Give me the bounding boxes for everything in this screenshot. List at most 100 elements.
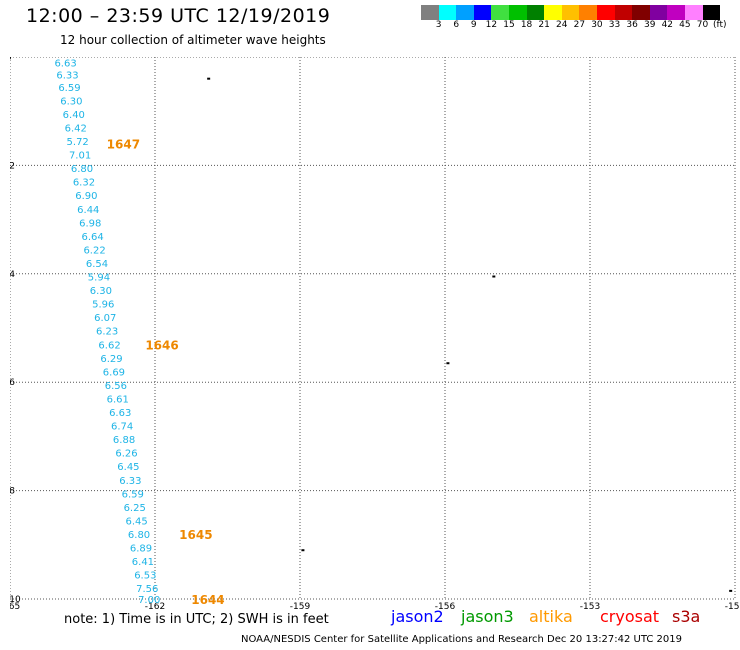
color-scale-label: 18	[520, 20, 533, 30]
color-swatch	[667, 5, 685, 20]
swh-value: 6.59	[122, 489, 144, 500]
swh-value: 6.42	[65, 123, 87, 134]
x-tick-label: -156	[435, 602, 456, 609]
color-scale-label: 9	[470, 20, 477, 30]
y-tick-label: -2	[10, 161, 15, 171]
swh-value: 6.59	[58, 83, 80, 94]
swh-value: 6.88	[113, 435, 135, 446]
x-tick-label: -159	[290, 602, 311, 609]
swh-value: 7.01	[69, 151, 91, 162]
swh-value: 6.45	[126, 516, 148, 527]
swh-value: 6.30	[90, 286, 112, 297]
swh-value: 7.56	[136, 584, 158, 595]
color-scale-label: 42	[661, 20, 674, 30]
swh-value: 5.72	[67, 137, 89, 148]
color-swatch	[579, 5, 597, 20]
swh-value: 6.32	[73, 178, 95, 189]
time-label: 1645	[179, 528, 212, 542]
swh-value: 6.26	[115, 449, 137, 460]
time-label: 1644	[191, 593, 224, 607]
color-swatch	[684, 5, 703, 20]
color-scale-bar	[421, 5, 721, 20]
swh-value: 6.45	[117, 462, 139, 473]
swh-value: 5.96	[92, 300, 114, 311]
island-marker	[301, 549, 305, 552]
color-scale-label: 3	[435, 20, 442, 30]
chart-subtitle: 12 hour collection of altimeter wave hei…	[60, 33, 326, 47]
swh-value: 6.80	[71, 164, 93, 175]
color-swatch	[421, 5, 439, 20]
credit-footer: NOAA/NESDIS Center for Satellite Applica…	[241, 634, 683, 645]
color-scale-label: 6	[453, 20, 460, 30]
y-tick-label: -6	[10, 378, 15, 388]
swh-value: 6.69	[103, 367, 125, 378]
x-tick-label: -150	[725, 602, 740, 609]
satellite-legend-cryosat: cryosat	[600, 607, 660, 626]
swh-value: 6.56	[105, 381, 127, 392]
color-scale-label: 36	[626, 20, 638, 30]
color-swatch	[456, 5, 474, 20]
time-label: 1646	[145, 338, 178, 352]
swh-value: 6.30	[60, 96, 82, 107]
swh-value: 6.63	[54, 58, 76, 69]
swh-value: 6.25	[124, 503, 146, 514]
swh-value: 6.33	[119, 476, 141, 487]
swh-value: 6.33	[56, 70, 78, 81]
x-tick-label: -153	[580, 602, 600, 609]
color-swatch	[526, 5, 545, 20]
color-scale-label: 45	[679, 20, 691, 30]
color-swatch	[632, 5, 650, 20]
island-marker	[207, 77, 211, 80]
y-tick-label: -4	[10, 270, 15, 280]
swh-value: 6.22	[83, 245, 105, 256]
color-scale-labels: 3 6 9 12 15 18 21 24 27 30 33 36 39 42 45 70	[421, 20, 711, 30]
chart-title: 12:00 – 23:59 UTC 12/19/2019	[26, 5, 331, 27]
swh-value: 7.00	[138, 595, 160, 606]
swh-value: 6.80	[128, 530, 150, 541]
y-tick-label: 0	[10, 57, 12, 63]
color-scale-label: 70	[696, 20, 709, 30]
swh-value: 6.61	[107, 394, 129, 405]
color-swatch	[473, 5, 492, 20]
swh-value: 6.74	[111, 422, 133, 433]
swh-value: 6.64	[82, 232, 104, 243]
swh-value: 6.63	[109, 408, 131, 419]
x-tick-label: -165	[10, 602, 20, 609]
color-scale-label: 21	[538, 20, 550, 30]
swh-value: 6.53	[134, 571, 156, 582]
swh-value: 6.90	[75, 191, 97, 202]
color-scale-label: 33	[608, 20, 621, 30]
wave-height-map: -165 -162 -159 -156 -153 -150 0 -2 -4 -6 -8 -10 6.63…	[10, 57, 740, 609]
y-tick-label: -10	[10, 595, 21, 605]
y-tick-label: -8	[10, 487, 15, 497]
satellite-legend-jason2: jason2	[391, 607, 444, 626]
color-scale-label: 24	[556, 20, 568, 30]
swh-value: 6.89	[130, 544, 152, 555]
x-tick-label: -162	[145, 602, 165, 609]
color-scale-label: 27	[573, 20, 586, 30]
color-swatch	[561, 5, 580, 20]
color-swatch	[508, 5, 527, 20]
island-marker	[446, 362, 450, 365]
time-label: 1647	[107, 138, 140, 152]
satellite-legend-s3a: s3a	[672, 607, 701, 626]
color-swatch	[491, 5, 509, 20]
units-note: note: 1) Time is in UTC; 2) SWH is in fe…	[64, 612, 329, 627]
color-swatch	[614, 5, 633, 20]
swh-value: 6.41	[132, 557, 154, 568]
island-marker	[492, 275, 496, 278]
color-scale-label: 30	[591, 20, 603, 30]
swh-value: 6.23	[96, 327, 118, 338]
color-swatch	[438, 5, 457, 20]
swh-value: 6.54	[86, 259, 108, 270]
color-swatch	[702, 5, 721, 20]
color-swatch	[649, 5, 668, 20]
swh-value: 5.94	[88, 273, 110, 284]
swh-value: 6.98	[79, 218, 101, 229]
color-scale-label: 39	[643, 20, 656, 30]
color-swatch	[596, 5, 615, 20]
swh-value: 6.40	[63, 110, 85, 121]
color-swatch	[544, 5, 562, 20]
swh-value: 6.07	[94, 313, 116, 324]
swh-value: 6.62	[98, 340, 120, 351]
